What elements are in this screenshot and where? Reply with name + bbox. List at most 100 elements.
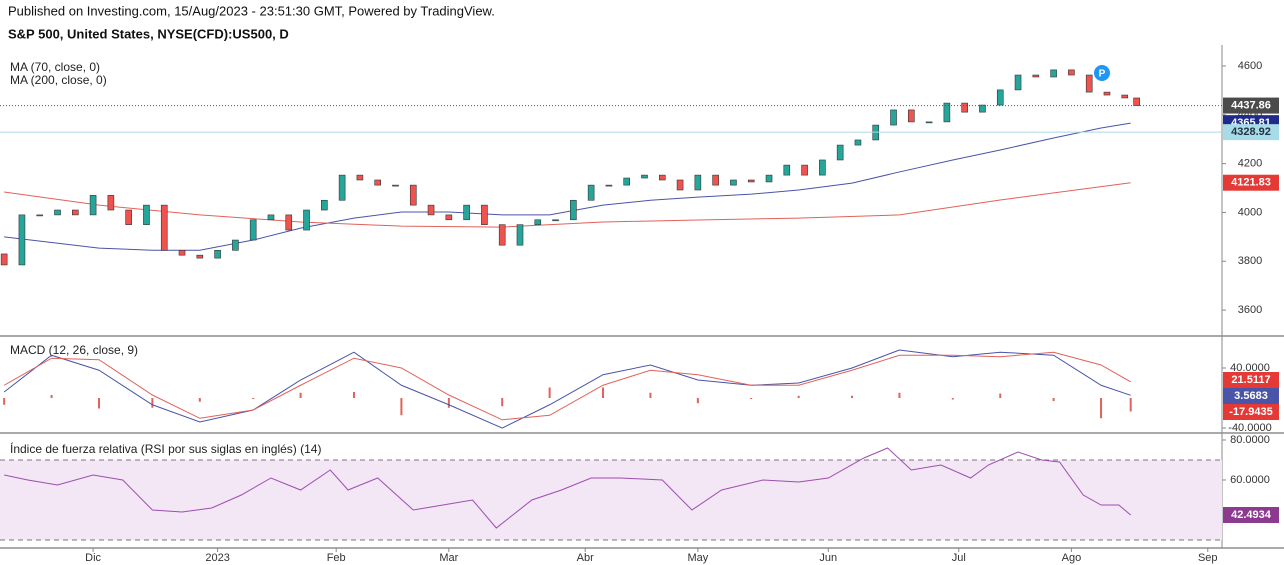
x-tick-label: Jun (819, 552, 837, 564)
moving-average (4, 182, 1131, 228)
candle-body (338, 174, 346, 201)
y-tick-label: 40.0000 (1230, 362, 1270, 374)
y-tick-label: 4000 (1238, 206, 1262, 218)
histogram-bar (649, 392, 652, 399)
x-tick-label: Jul (952, 552, 966, 564)
histogram-bar (447, 398, 450, 408)
candle-body (1032, 74, 1040, 78)
candle-body (943, 102, 951, 123)
candle-body (285, 214, 293, 231)
candle-body (1103, 91, 1111, 96)
candle-body (463, 204, 470, 221)
candle-body (765, 174, 773, 183)
value-tag (1223, 97, 1279, 114)
candle-body (1121, 94, 1129, 99)
macd-legend: MACD (12, 26, close, 9) (10, 343, 138, 357)
x-tick-label: May (687, 552, 708, 564)
candle-body (961, 102, 968, 113)
rsi-legend: Índice de fuerza relativa (RSI por sus s… (10, 441, 321, 456)
value-tag-label: 4437.86 (1231, 99, 1271, 111)
value-tag-label: 3.5683 (1234, 390, 1268, 402)
candle-body (890, 109, 897, 126)
candle-body (1133, 97, 1140, 106)
event-marker[interactable] (1094, 65, 1110, 81)
x-tick-label: Mar (439, 552, 458, 564)
histogram-bar (851, 395, 854, 399)
candle-body (979, 104, 986, 113)
y-tick-label: 4600 (1238, 60, 1262, 72)
candle-body (54, 209, 61, 216)
candle-body (783, 164, 791, 176)
value-tag-label: 4121.83 (1231, 177, 1271, 189)
candle-body (196, 254, 204, 259)
candle-body (1085, 74, 1093, 93)
candle-body (143, 204, 150, 225)
value-tag (1223, 404, 1279, 421)
x-tick-label: Sep (1198, 552, 1218, 564)
histogram-bar (951, 398, 954, 400)
candle-body (89, 195, 97, 216)
value-tag (1223, 372, 1279, 389)
candle-body (819, 159, 826, 176)
histogram-bar (1100, 398, 1103, 419)
candle-body (18, 214, 26, 266)
histogram-bar (1052, 398, 1055, 402)
histogram-bar (50, 395, 53, 399)
candle-body (498, 224, 506, 246)
candle-body (321, 199, 328, 211)
candle-body (481, 204, 488, 225)
value-tag (1223, 507, 1279, 524)
rsi-band (0, 460, 1222, 540)
histogram-bar (750, 398, 753, 400)
published-note: Published on Investing.com, 15/Aug/2023 … (8, 3, 495, 18)
y-tick-label: 4200 (1238, 158, 1262, 170)
macd-line (3, 351, 1131, 421)
candle-body (623, 177, 631, 186)
candle-body (409, 184, 417, 206)
candle-body (730, 179, 737, 186)
candle-body (534, 219, 542, 225)
candle-body (374, 179, 381, 186)
candle-body (587, 184, 595, 201)
chart-title: S&P 500, United States, NYSE(CFD):US500,… (8, 26, 289, 41)
event-marker-label: P (1099, 69, 1106, 80)
candle-body (1014, 74, 1022, 91)
x-tick-label: 2023 (205, 552, 229, 564)
x-tick-label: Ago (1062, 552, 1082, 564)
candle-body (232, 239, 239, 251)
candle-body (303, 209, 310, 231)
candle-body (107, 195, 115, 211)
x-tick-label: Feb (327, 552, 346, 564)
histogram-bar (601, 387, 604, 399)
histogram-bar (548, 387, 551, 399)
histogram-bar (3, 398, 6, 405)
candle-body (0, 253, 8, 266)
y-tick-label: -40.0000 (1228, 422, 1271, 434)
candle-body (712, 174, 719, 186)
y-tick-label: 80.0000 (1230, 434, 1270, 446)
candle-body (249, 219, 257, 241)
ma70-legend: MA (70, close, 0) (10, 60, 100, 74)
candle-body (605, 184, 613, 187)
histogram-bar (252, 398, 255, 400)
candle-body (516, 224, 524, 246)
histogram-bar (1129, 398, 1132, 412)
value-tag (1223, 388, 1279, 405)
histogram-bar (352, 392, 355, 399)
candle-body (427, 204, 435, 216)
candle-body (801, 164, 808, 176)
histogram-bar (501, 398, 504, 407)
candle-body (570, 199, 577, 221)
candle-body (676, 179, 684, 191)
candle-body (641, 174, 648, 179)
histogram-bar (151, 398, 154, 408)
histogram-bar (299, 392, 302, 399)
histogram-bar (797, 395, 800, 399)
candle-body (925, 121, 933, 124)
candle-body (1050, 69, 1057, 78)
histogram-bar (898, 392, 901, 399)
rsi-line (4, 447, 1132, 529)
candle-body (445, 214, 453, 221)
value-tag (1223, 174, 1279, 191)
